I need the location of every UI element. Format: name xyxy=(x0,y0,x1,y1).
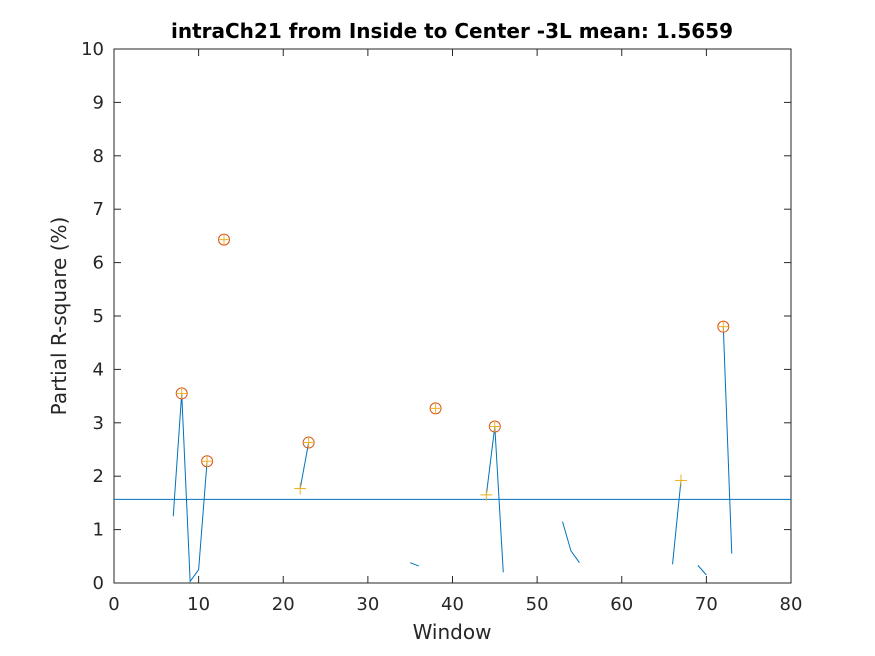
y-tick-label: 5 xyxy=(93,306,104,327)
peak-marker xyxy=(201,455,214,468)
x-tick-label: 20 xyxy=(272,594,295,615)
x-axis-label: Window xyxy=(413,620,492,644)
markers xyxy=(175,233,730,501)
peak-marker xyxy=(717,320,730,333)
x-tick-label: 40 xyxy=(441,594,464,615)
x-tick-label: 0 xyxy=(108,594,119,615)
y-tick-label: 9 xyxy=(93,92,104,113)
series-segment xyxy=(410,562,419,567)
y-tick-label: 2 xyxy=(93,466,104,487)
y-tick-label: 7 xyxy=(93,199,104,220)
peak-marker xyxy=(218,233,231,246)
peak-marker xyxy=(429,402,442,415)
axis-ticks: 0 10 20 30 40 50 60 70 80 0 1 2 3 4 5 6 7 8 9 10 xyxy=(81,39,802,615)
y-tick-label: 3 xyxy=(93,413,104,434)
plot-area xyxy=(113,48,792,584)
plus-marker xyxy=(294,482,307,495)
y-tick-label: 6 xyxy=(93,253,104,274)
x-tick-label: 80 xyxy=(780,594,803,615)
series-segment xyxy=(172,393,208,583)
x-tick-label: 50 xyxy=(526,594,549,615)
x-tick-label: 70 xyxy=(695,594,718,615)
x-tick-label: 30 xyxy=(356,594,379,615)
series-segment xyxy=(722,326,733,554)
plus-marker xyxy=(480,488,493,501)
chart-title: intraCh21 from Inside to Center -3L mean… xyxy=(171,19,733,43)
y-tick-label: 10 xyxy=(81,39,104,60)
plus-marker xyxy=(674,474,687,487)
y-axis-label: Partial R-square (%) xyxy=(47,217,71,416)
series-segment xyxy=(299,442,310,489)
series-segment xyxy=(562,521,580,564)
series-segment xyxy=(697,565,707,576)
y-tick-label: 4 xyxy=(93,359,104,380)
y-tick-label: 8 xyxy=(93,146,104,167)
y-tick-label: 1 xyxy=(93,520,104,541)
peak-marker xyxy=(302,436,315,449)
peak-marker xyxy=(488,420,501,433)
x-tick-label: 10 xyxy=(187,594,210,615)
peak-marker xyxy=(175,387,188,400)
series-segment xyxy=(672,480,682,565)
x-tick-label: 60 xyxy=(610,594,633,615)
y-tick-label: 0 xyxy=(93,573,104,594)
